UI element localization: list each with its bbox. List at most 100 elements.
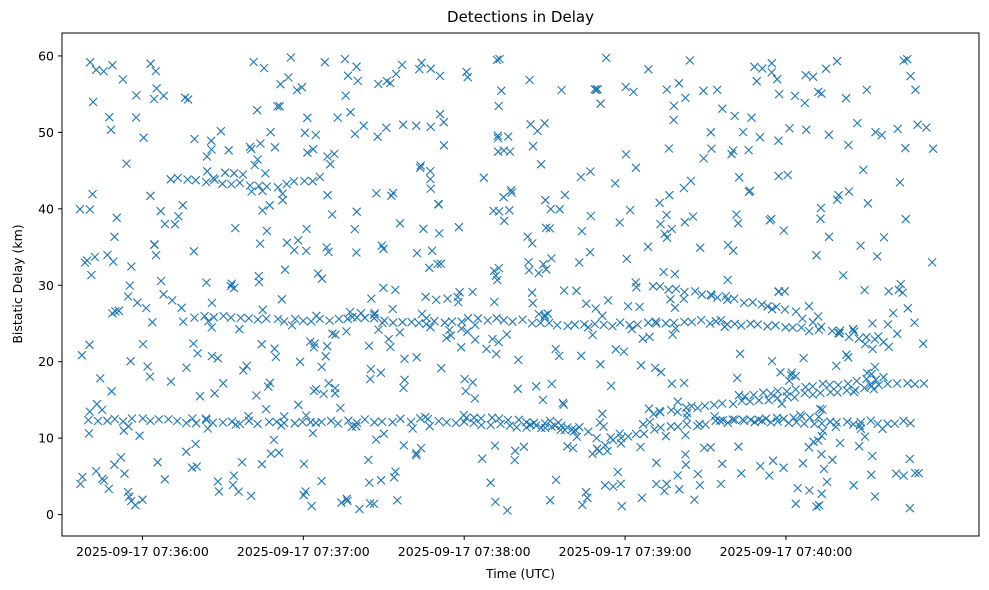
data-point — [906, 71, 915, 81]
x-tick-label: 2025-09-17 07:38:00 — [398, 544, 531, 559]
track-point — [434, 416, 444, 426]
data-point — [293, 400, 303, 410]
data-point — [379, 244, 388, 254]
track-point — [717, 399, 727, 408]
data-point — [392, 496, 402, 505]
data-point — [303, 113, 312, 123]
track-point — [757, 300, 767, 309]
track-point — [388, 417, 397, 427]
data-point — [832, 195, 842, 205]
track-point — [563, 321, 573, 331]
data-point — [898, 288, 908, 297]
track-point — [244, 314, 254, 323]
data-point — [245, 142, 255, 152]
data-point — [151, 66, 161, 76]
data-point — [91, 466, 101, 476]
data-point — [879, 233, 889, 242]
track-point — [496, 419, 505, 429]
data-point — [559, 400, 569, 409]
track-point — [380, 316, 389, 325]
data-point — [546, 204, 556, 214]
data-point — [578, 500, 587, 510]
data-point — [817, 489, 826, 499]
data-point — [750, 62, 759, 72]
track-point — [757, 416, 767, 426]
data-point — [395, 328, 405, 337]
data-point — [716, 479, 726, 489]
track-point — [315, 314, 325, 324]
data-point — [489, 266, 499, 276]
data-point — [340, 54, 350, 64]
data-point — [557, 85, 566, 95]
data-point — [275, 101, 285, 111]
data-point — [801, 70, 811, 80]
data-point — [499, 192, 508, 202]
data-point — [400, 354, 409, 364]
track-point — [693, 403, 702, 413]
data-point — [386, 342, 395, 352]
data-point — [255, 239, 265, 248]
data-point — [229, 471, 239, 480]
data-point — [862, 85, 872, 95]
data-point — [419, 224, 428, 234]
data-point — [757, 64, 767, 73]
track-point — [245, 181, 255, 190]
data-point — [767, 304, 777, 314]
track-point — [899, 416, 908, 426]
track-point — [326, 416, 336, 426]
track-point — [623, 432, 633, 441]
data-point — [456, 342, 466, 352]
track-point — [423, 414, 433, 424]
y-tick-label: 40 — [38, 201, 54, 216]
track-point — [827, 326, 837, 336]
data-point — [831, 361, 841, 371]
data-point — [804, 301, 814, 311]
data-point — [107, 386, 116, 396]
track-point — [290, 314, 300, 324]
track-point — [110, 414, 120, 424]
track-point — [705, 319, 715, 328]
data-point — [768, 456, 778, 466]
data-point — [123, 487, 133, 497]
data-point — [229, 168, 239, 178]
data-point — [434, 229, 444, 238]
data-point — [590, 84, 600, 94]
track-point — [883, 419, 892, 429]
data-point — [534, 309, 544, 319]
data-point — [821, 64, 831, 74]
data-point — [308, 144, 318, 154]
track-point — [648, 281, 658, 291]
data-point — [812, 250, 821, 260]
data-point — [425, 166, 435, 176]
track-point — [93, 416, 103, 426]
x-tick-label: 2025-09-17 07:39:00 — [559, 544, 692, 559]
data-point — [384, 334, 394, 344]
data-point — [436, 259, 446, 269]
data-point — [224, 145, 234, 155]
data-point — [492, 275, 502, 285]
data-point — [545, 224, 555, 233]
data-point — [733, 218, 743, 228]
data-point — [277, 294, 287, 304]
track-point — [102, 416, 112, 426]
data-point — [391, 467, 400, 476]
data-point — [603, 446, 612, 456]
data-point — [790, 91, 800, 101]
data-point — [866, 470, 876, 480]
data-point — [352, 207, 362, 217]
data-point — [488, 334, 497, 344]
data-point — [364, 341, 374, 351]
data-point — [148, 317, 157, 327]
data-point — [278, 189, 287, 199]
track-point — [522, 417, 531, 427]
data-point — [723, 275, 733, 285]
track-point — [486, 420, 496, 430]
track-point — [739, 298, 749, 308]
data-point — [586, 211, 596, 221]
data-point — [615, 218, 625, 227]
data-point — [905, 503, 915, 513]
data-point — [276, 79, 285, 89]
data-point — [896, 279, 906, 289]
track-point — [804, 326, 814, 336]
data-point — [734, 390, 744, 400]
